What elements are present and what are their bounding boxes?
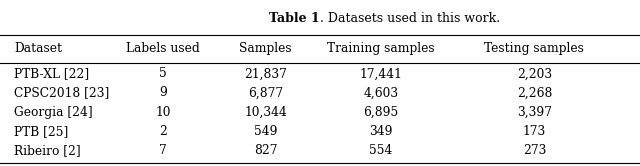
Text: . Datasets used in this work.: . Datasets used in this work. xyxy=(320,12,500,25)
Text: 549: 549 xyxy=(254,125,277,138)
Text: 21,837: 21,837 xyxy=(244,67,287,80)
Text: 2,203: 2,203 xyxy=(517,67,552,80)
Text: 10: 10 xyxy=(156,106,171,119)
Text: Training samples: Training samples xyxy=(327,42,435,55)
Text: 5: 5 xyxy=(159,67,167,80)
Text: 7: 7 xyxy=(159,144,167,157)
Text: Dataset: Dataset xyxy=(14,42,62,55)
Text: PTB [25]: PTB [25] xyxy=(14,125,68,138)
Text: 173: 173 xyxy=(523,125,546,138)
Text: 6,877: 6,877 xyxy=(248,86,283,99)
Text: Table 1: Table 1 xyxy=(269,12,320,25)
Text: Samples: Samples xyxy=(239,42,292,55)
Text: 349: 349 xyxy=(369,125,392,138)
Text: 4,603: 4,603 xyxy=(364,86,398,99)
Text: 827: 827 xyxy=(254,144,277,157)
Text: CPSC2018 [23]: CPSC2018 [23] xyxy=(14,86,109,99)
Text: PTB-XL [22]: PTB-XL [22] xyxy=(14,67,89,80)
Text: 17,441: 17,441 xyxy=(360,67,402,80)
Text: 3,397: 3,397 xyxy=(517,106,552,119)
Text: 2: 2 xyxy=(159,125,167,138)
Text: 9: 9 xyxy=(159,86,167,99)
Text: Testing samples: Testing samples xyxy=(484,42,584,55)
Text: 554: 554 xyxy=(369,144,392,157)
Text: Labels used: Labels used xyxy=(126,42,200,55)
Text: Ribeiro [2]: Ribeiro [2] xyxy=(14,144,81,157)
Text: 273: 273 xyxy=(523,144,546,157)
Text: 10,344: 10,344 xyxy=(244,106,287,119)
Text: Georgia [24]: Georgia [24] xyxy=(14,106,93,119)
Text: 2,268: 2,268 xyxy=(516,86,552,99)
Text: 6,895: 6,895 xyxy=(363,106,399,119)
